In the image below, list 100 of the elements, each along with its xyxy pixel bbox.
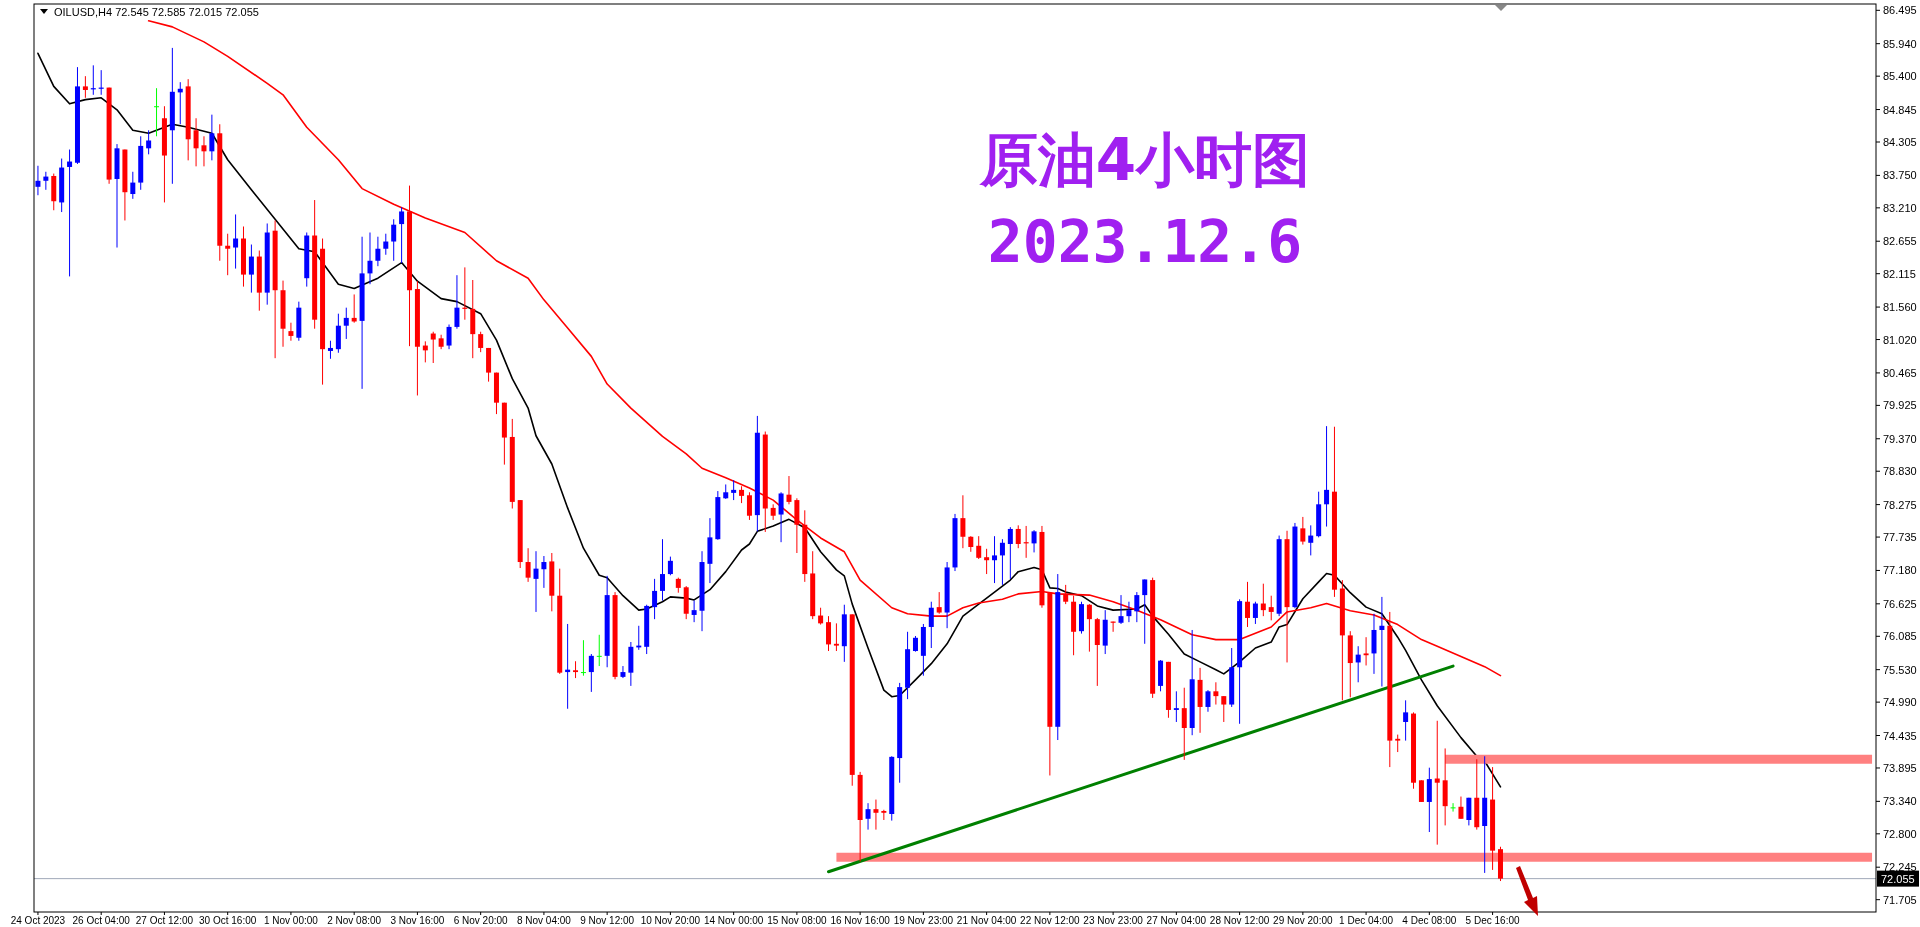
candlestick	[248, 244, 254, 294]
candlestick	[873, 799, 879, 831]
candlestick	[786, 475, 792, 505]
candlestick	[193, 117, 199, 167]
candlestick	[1308, 524, 1314, 556]
x-tick-label: 22 Nov 12:00	[1020, 915, 1081, 926]
x-tick-label: 21 Nov 04:00	[956, 915, 1017, 926]
candlestick	[1007, 526, 1013, 580]
candlestick	[976, 535, 982, 560]
candlestick	[1434, 720, 1440, 846]
candlestick	[746, 491, 752, 521]
candlestick	[1213, 681, 1219, 706]
candlestick	[1300, 516, 1306, 546]
candlestick	[588, 653, 594, 693]
candlestick	[1205, 689, 1211, 713]
y-tick-label: 86.495	[1883, 4, 1917, 17]
candlestick	[430, 331, 436, 364]
candlestick	[82, 75, 88, 99]
candlestick	[1418, 779, 1424, 803]
candlestick	[1173, 690, 1179, 723]
candlestick	[1403, 699, 1409, 742]
x-tick-label: 10 Nov 20:00	[640, 915, 701, 926]
y-tick-label: 81.560	[1883, 301, 1917, 314]
candlestick	[1268, 595, 1274, 621]
candlestick	[327, 340, 333, 360]
y-tick-label: 85.400	[1883, 70, 1917, 83]
y-tick-label: 82.655	[1883, 235, 1917, 248]
candlestick	[1466, 797, 1472, 826]
candlestick	[1458, 796, 1464, 820]
candlestick	[446, 324, 452, 350]
x-tick-label: 3 Nov 16:00	[390, 915, 445, 926]
y-tick-label: 72.800	[1883, 827, 1917, 840]
y-tick-label: 73.340	[1883, 795, 1917, 808]
y-tick-label: 74.435	[1883, 729, 1917, 742]
candlestick	[659, 538, 665, 602]
candlestick	[233, 213, 239, 270]
candlestick	[620, 665, 626, 679]
candlestick	[525, 547, 531, 583]
candlestick	[399, 206, 405, 264]
y-tick-label: 82.115	[1883, 267, 1916, 280]
candlestick	[367, 232, 373, 285]
x-tick-label: 6 Nov 20:00	[453, 915, 509, 926]
ref-label: 72.055	[1877, 870, 1919, 887]
y-tick-label: 74.990	[1883, 696, 1917, 709]
candlestick	[1260, 583, 1266, 617]
candlestick	[288, 322, 294, 342]
candlestick	[1426, 767, 1432, 833]
candlestick	[667, 556, 673, 576]
candlestick	[960, 494, 966, 549]
ref-line-label: 72.055	[1881, 872, 1915, 885]
line-series	[37, 52, 1502, 788]
candlestick	[691, 600, 697, 623]
candlestick	[1118, 594, 1124, 625]
x-tick-label: 8 Nov 04:00	[516, 915, 572, 926]
y-tick-label: 76.085	[1883, 630, 1917, 643]
candlestick	[1371, 613, 1377, 675]
y-tick-label: 83.750	[1883, 169, 1917, 182]
candlestick	[1355, 645, 1361, 683]
candlestick	[43, 171, 49, 191]
candlestick	[992, 535, 998, 584]
y-tick-label: 77.180	[1883, 564, 1917, 577]
y-tick-label: 75.530	[1883, 663, 1917, 676]
text: 原油4小时图	[978, 126, 1311, 194]
candlestick	[1363, 636, 1369, 666]
candlestick	[225, 233, 231, 276]
x-tick-label: 15 Nov 08:00	[767, 915, 828, 926]
candlestick	[35, 165, 41, 196]
candlestick	[1450, 802, 1456, 813]
candlestick	[343, 307, 349, 340]
candlestick	[1181, 687, 1187, 761]
annotation: OILUSD,H4 72.545 72.585 72.015 72.055	[54, 6, 259, 18]
x-tick-label: 1 Dec 04:00	[1339, 915, 1394, 926]
candlestick	[652, 578, 658, 620]
y-tick-label: 78.830	[1883, 465, 1917, 478]
x-tick-label: 16 Nov 16:00	[830, 915, 891, 926]
y-tick-label: 81.020	[1883, 333, 1917, 346]
candlestick	[1252, 601, 1258, 625]
candlestick	[1324, 425, 1330, 528]
x-tick-label: 24 Oct 2023	[10, 915, 66, 926]
candlestick	[984, 548, 990, 575]
candlestick	[833, 622, 839, 652]
candlestick	[999, 538, 1005, 586]
x-tick-label: 4 Dec 08:00	[1402, 915, 1457, 926]
x-tick-label: 5 Dec 16:00	[1465, 915, 1520, 926]
x-tick-label: 9 Nov 12:00	[580, 915, 635, 926]
y-tick-label: 79.925	[1883, 399, 1917, 412]
y-tick-label: 78.275	[1883, 498, 1917, 511]
x-tick-label: 2 Nov 08:00	[327, 915, 382, 926]
y-tick-label: 83.210	[1883, 201, 1917, 214]
y-tick-label: 84.845	[1883, 103, 1917, 116]
text: 2023.12.6	[987, 208, 1303, 276]
candlestick	[209, 114, 215, 161]
y-tick-label: 77.735	[1883, 531, 1917, 544]
candlestick	[383, 233, 389, 256]
x-tick-label: 19 Nov 23:00	[893, 915, 954, 926]
candlestick	[201, 135, 207, 167]
y-tick-label: 73.895	[1883, 761, 1917, 774]
candlestick	[391, 218, 397, 262]
x-tick-label: 27 Nov 04:00	[1146, 915, 1207, 926]
candlestick	[1134, 591, 1140, 623]
